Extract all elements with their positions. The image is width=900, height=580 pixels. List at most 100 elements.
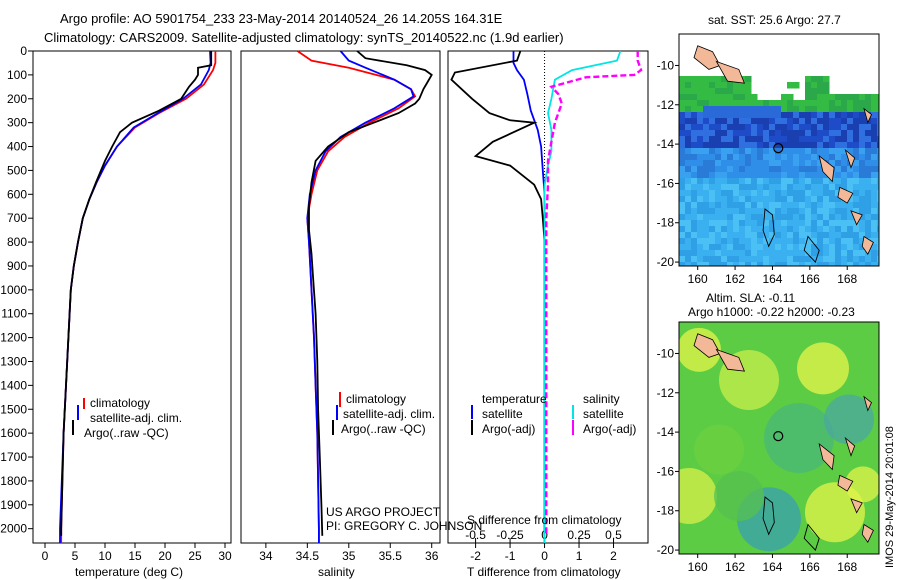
sst-cell	[847, 178, 854, 185]
sst-cell	[733, 142, 740, 149]
x-tick-label: 168	[837, 560, 857, 574]
sst-cell	[835, 124, 842, 131]
sst-cell	[769, 166, 776, 173]
sst-cell	[787, 256, 794, 263]
sst-cell	[871, 262, 878, 266]
sst-cell	[679, 76, 686, 83]
sst-cell	[691, 262, 698, 266]
sst-cell	[721, 202, 728, 209]
sst-cell	[847, 124, 854, 131]
sst-cell	[763, 148, 770, 155]
sst-cell	[697, 256, 704, 263]
sst-cell	[799, 124, 806, 131]
sst-cell	[823, 208, 830, 215]
y-tick-label: 1400	[0, 378, 27, 392]
sst-cell	[733, 172, 740, 179]
sst-cell	[847, 172, 854, 179]
sst-cell	[757, 106, 764, 113]
sst-cell	[775, 130, 782, 137]
sst-cell	[799, 130, 806, 137]
sst-cell	[805, 226, 812, 233]
sst-cell	[775, 118, 782, 125]
sst-cell	[787, 190, 794, 197]
sst-cell	[769, 178, 776, 185]
sst-cell	[733, 82, 740, 89]
argo-location-marker	[773, 143, 784, 154]
sst-cell	[763, 100, 770, 107]
sst-cell	[715, 118, 722, 125]
legend-s-argo-label: Argo(-adj)	[583, 422, 636, 436]
sst-cell	[679, 190, 686, 197]
sst-cell	[811, 190, 818, 197]
sst-cell	[697, 196, 704, 203]
sst-cell	[805, 124, 812, 131]
sst-cell	[733, 118, 740, 125]
sst-cell	[691, 208, 698, 215]
sst-cell	[823, 88, 830, 95]
sst-cell	[697, 250, 704, 257]
sst-cell	[733, 190, 740, 197]
sst-cell	[787, 136, 794, 143]
sst-cell	[697, 244, 704, 251]
sst-cell	[817, 142, 824, 149]
sst-cell	[787, 82, 794, 89]
sst-cell	[811, 166, 818, 173]
sst-cell	[703, 208, 710, 215]
sst-cell	[775, 226, 782, 233]
sst-cell	[799, 106, 806, 113]
sst-cell	[829, 226, 836, 233]
sst-cell	[727, 190, 734, 197]
sst-cell	[829, 220, 836, 227]
sst-cell	[715, 220, 722, 227]
sst-cell	[877, 178, 879, 185]
sst-cell	[823, 250, 830, 257]
sst-cell	[703, 136, 710, 143]
sst-cell	[763, 250, 770, 257]
sst-cell	[781, 244, 788, 251]
sst-cell	[805, 256, 812, 263]
sst-cell	[757, 226, 764, 233]
sst-cell	[739, 262, 746, 266]
sst-cell	[781, 112, 788, 119]
sst-cell	[877, 232, 879, 239]
sst-cell	[757, 148, 764, 155]
difference-legend: temperature salinity satellite Argo(-adj…	[471, 392, 636, 436]
sla-blob	[805, 482, 865, 543]
sst-cell	[835, 142, 842, 149]
sst-cell	[703, 250, 710, 257]
sst-cell	[733, 208, 740, 215]
sst-cell	[739, 106, 746, 113]
sst-cell	[805, 154, 812, 161]
sst-cell	[811, 232, 818, 239]
legend-s-sat-label: satellite	[583, 407, 624, 421]
sst-cell	[739, 166, 746, 173]
y-tick-label: 900	[7, 259, 27, 273]
sst-cell	[793, 226, 800, 233]
sst-cell	[775, 136, 782, 143]
sst-cell	[859, 244, 866, 251]
sst-cell	[709, 196, 716, 203]
sst-cell	[757, 262, 764, 266]
sst-cell	[859, 238, 866, 245]
sst-cell	[823, 256, 830, 263]
sst-cell	[757, 124, 764, 131]
sst-cell	[685, 244, 692, 251]
sst-cell	[745, 190, 752, 197]
sst-cell	[835, 148, 842, 155]
sst-cell	[703, 184, 710, 191]
sst-cell	[691, 226, 698, 233]
sst-cell	[727, 214, 734, 221]
sst-cell	[877, 172, 879, 179]
sst-cell	[709, 226, 716, 233]
island	[837, 474, 854, 492]
sst-cell	[715, 244, 722, 251]
y-tick-label: -10	[657, 58, 675, 72]
sst-cell	[685, 250, 692, 257]
sst-cell	[823, 244, 830, 251]
sst-cell	[709, 214, 716, 221]
sla-blob	[797, 342, 849, 395]
sst-cell	[823, 202, 830, 209]
sst-cell	[799, 148, 806, 155]
sst-cell	[703, 118, 710, 125]
sst-cell	[811, 196, 818, 203]
